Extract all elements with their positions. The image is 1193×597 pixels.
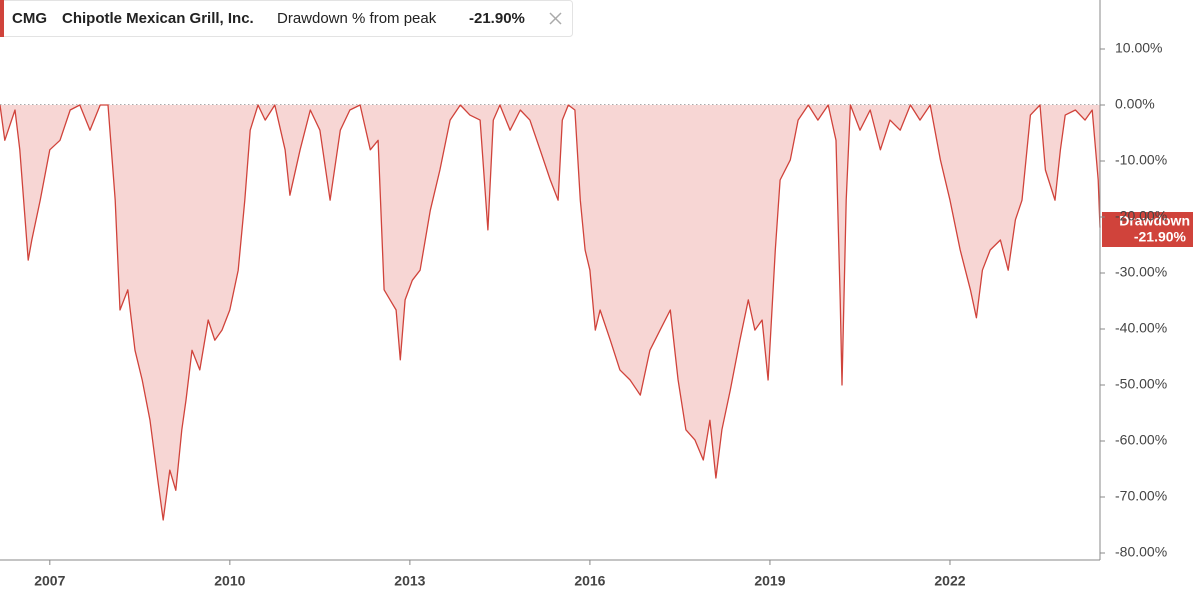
plot-area	[0, 104, 1101, 521]
header: CMG Chipotle Mexican Grill, Inc. Drawdow…	[0, 0, 573, 37]
header-accent	[0, 0, 4, 37]
x-tick-label: 2016	[574, 573, 605, 589]
metric-name: Drawdown % from peak	[277, 10, 437, 27]
y-tick-label: -80.00%	[1115, 544, 1167, 560]
drawdown-line	[0, 104, 1101, 521]
y-tick-label: -50.00%	[1115, 376, 1167, 392]
callout-value: -21.90%	[1134, 229, 1187, 245]
y-tick-label: -60.00%	[1115, 432, 1167, 448]
x-tick-label: 2007	[34, 573, 65, 589]
company-name: Chipotle Mexican Grill, Inc.	[62, 10, 254, 27]
y-tick-label: 0.00%	[1115, 96, 1155, 112]
drawdown-area	[0, 105, 1100, 520]
callout: Drawdown -21.90%	[1102, 212, 1193, 247]
x-tick-label: 2019	[754, 573, 785, 589]
metric-value: -21.90%	[469, 10, 525, 27]
symbol: CMG	[12, 10, 47, 27]
callout-box	[1102, 212, 1193, 247]
callout-label: Drawdown	[1119, 213, 1190, 229]
y-tick-label: -10.00%	[1115, 152, 1167, 168]
close-button[interactable]	[549, 12, 562, 25]
y-tick-label: -30.00%	[1115, 264, 1167, 280]
x-tick-label: 2022	[934, 573, 965, 589]
x-tick-label: 2013	[394, 573, 425, 589]
y-tick-label: -40.00%	[1115, 320, 1167, 336]
y-tick-label: 10.00%	[1115, 40, 1162, 56]
x-tick-label: 2010	[214, 573, 245, 589]
y-tick-label: -20.00%	[1115, 208, 1167, 224]
y-tick-label: -70.00%	[1115, 488, 1167, 504]
